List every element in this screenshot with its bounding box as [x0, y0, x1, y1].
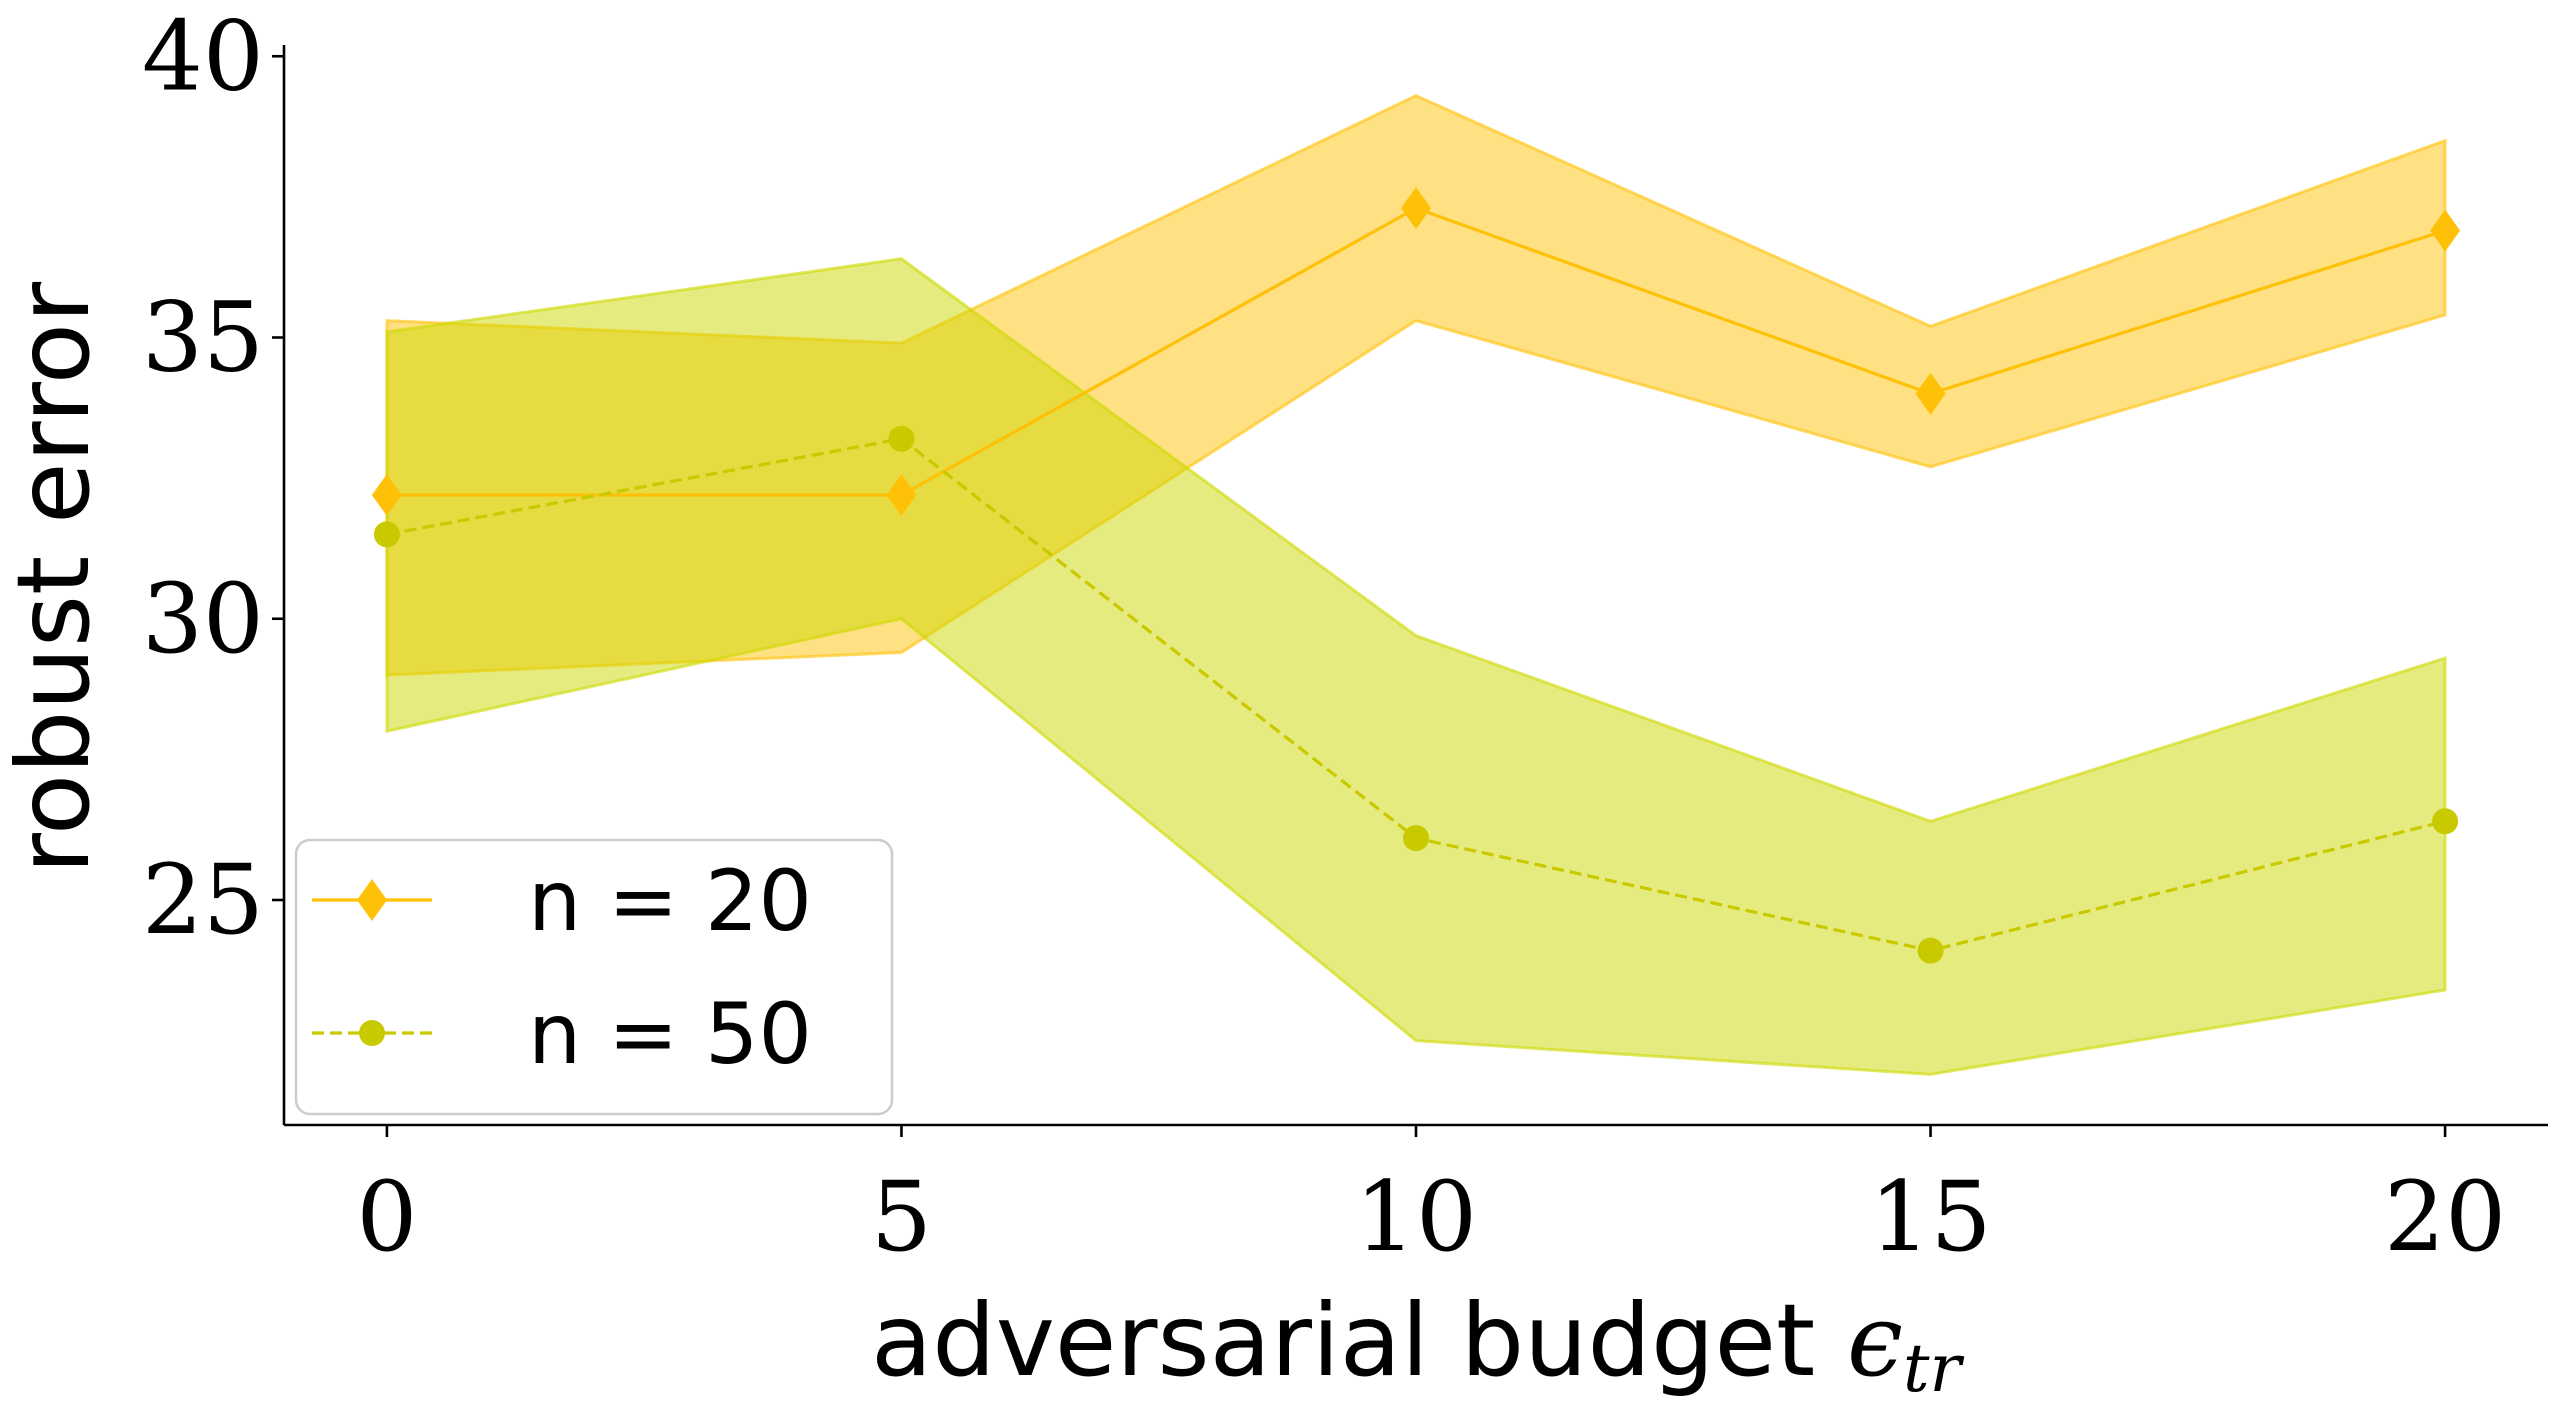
- y-tick-label: 40: [142, 0, 264, 112]
- x-tick-label: 5: [871, 1161, 932, 1273]
- point-series-1-0: [371, 474, 402, 516]
- y-tick-label: 30: [142, 563, 264, 675]
- x-axis-label-symbol: ϵ: [1847, 1282, 1903, 1399]
- point-series-2-3: [1917, 937, 1944, 964]
- band-series-2: [385, 257, 2447, 1076]
- point-series-1-4: [2430, 209, 2461, 252]
- x-axis-label-subscript: tr: [1903, 1330, 1965, 1404]
- legend-marker-1: [357, 879, 387, 921]
- legend-frame: [294, 838, 894, 1116]
- point-series-1-3: [1915, 372, 1946, 415]
- y-tick-label: 25: [142, 844, 264, 956]
- x-tick-label: 15: [1869, 1161, 1991, 1273]
- legend: n = 20 n = 50: [294, 838, 894, 1116]
- point-series-2-1: [888, 425, 915, 452]
- point-series-2-0: [373, 521, 400, 548]
- x-tick-label: 20: [2384, 1161, 2506, 1273]
- point-series-2-2: [1403, 825, 1429, 852]
- x-ticks: 0 5 10 15 20: [356, 1125, 2506, 1273]
- x-tick-label: 10: [1355, 1161, 1477, 1273]
- series-markers: [371, 187, 2461, 964]
- x-tick-label: 0: [356, 1161, 417, 1273]
- y-tick-label: 35: [142, 282, 264, 394]
- point-series-2-4: [2432, 808, 2459, 835]
- x-axis-label-main: adversarial budget: [871, 1282, 1847, 1399]
- y-axis-label: robust error: [0, 281, 112, 874]
- point-series-1-2: [1401, 187, 1431, 230]
- y-ticks: 25 30 35 40: [142, 0, 284, 956]
- legend-marker-2: [359, 1020, 385, 1046]
- legend-label-1: n = 20: [528, 852, 812, 950]
- point-series-1-1: [886, 474, 917, 516]
- legend-label-2: n = 50: [528, 985, 812, 1083]
- confidence-bands: [385, 93, 2447, 1076]
- x-axis-label: adversarial budget ϵtr: [871, 1282, 1965, 1404]
